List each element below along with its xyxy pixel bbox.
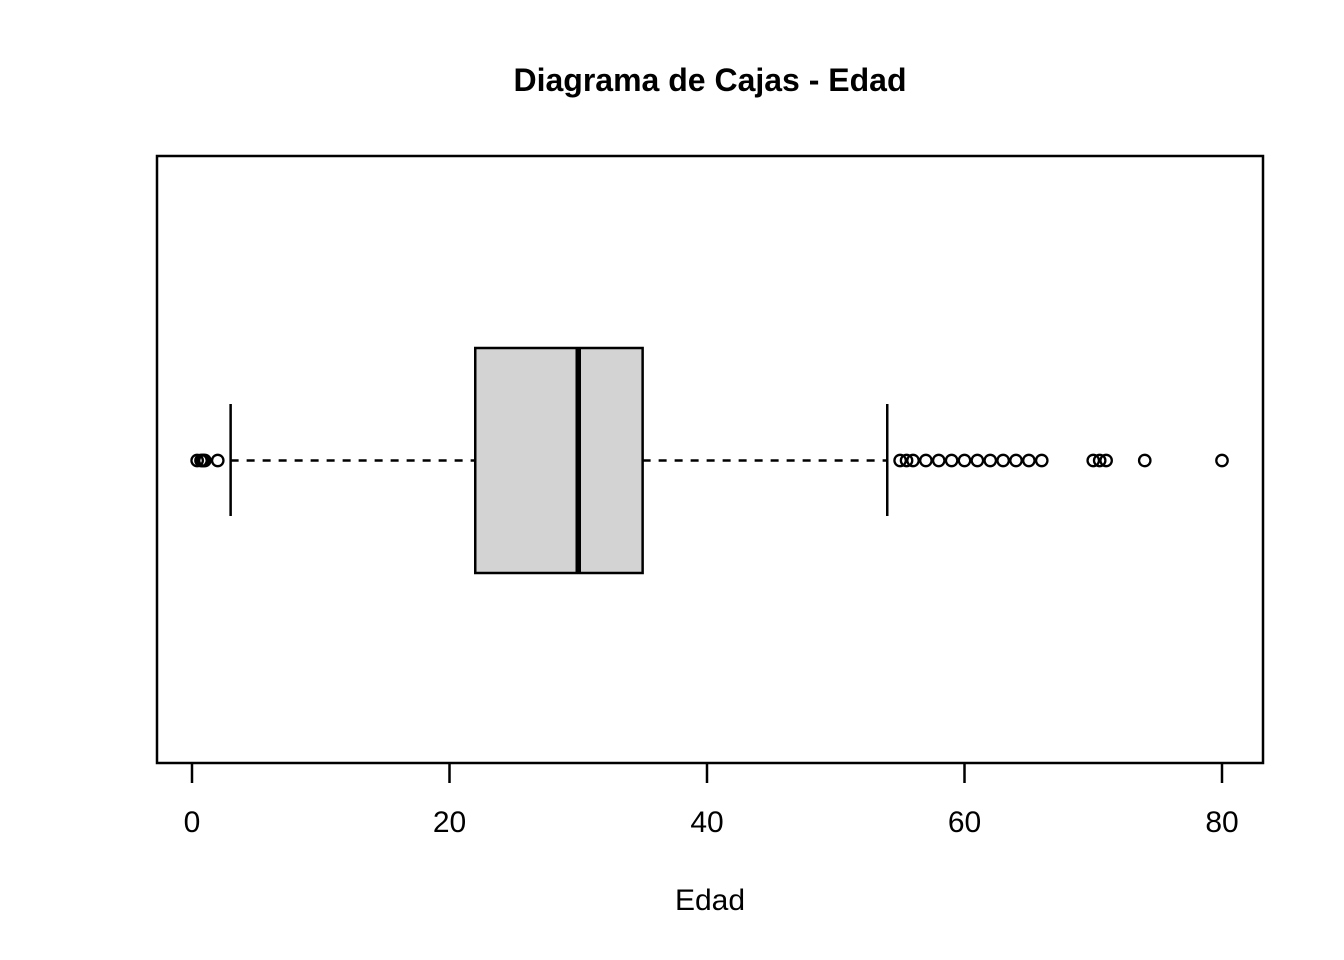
- outlier-point: [190, 453, 204, 468]
- outlier-point: [970, 453, 985, 468]
- outlier-point: [1092, 453, 1107, 468]
- x-tick-label: 40: [690, 806, 723, 839]
- plot-border: [155, 154, 1265, 765]
- outlier-point: [1099, 453, 1113, 468]
- outlier-point: [957, 453, 972, 468]
- outlier-point: [1034, 453, 1049, 468]
- outlier-point: [893, 453, 907, 468]
- outlier-point: [919, 453, 933, 468]
- x-tick-label: 0: [184, 806, 201, 839]
- x-tick-label: 60: [948, 806, 981, 839]
- outlier-point: [1215, 453, 1229, 468]
- x-tick-label: 20: [433, 806, 466, 839]
- x-axis-title: Edad: [674, 884, 746, 917]
- outlier-point: [198, 453, 212, 468]
- outlier-point: [899, 453, 914, 468]
- chart-title: Diagrama de Cajas - Edad: [513, 62, 907, 98]
- outlier-point: [983, 453, 998, 468]
- outlier-point: [1137, 453, 1152, 468]
- iqr-box: [474, 346, 644, 575]
- outlier-point: [1022, 453, 1036, 468]
- outlier-point: [944, 453, 959, 468]
- outlier-point: [906, 453, 920, 468]
- outlier-point: [1009, 453, 1023, 468]
- x-tick-label: 80: [1205, 806, 1238, 839]
- outlier-point: [210, 453, 225, 468]
- outlier-point: [931, 453, 946, 468]
- outlier-point: [1086, 453, 1101, 468]
- outlier-point: [996, 453, 1010, 468]
